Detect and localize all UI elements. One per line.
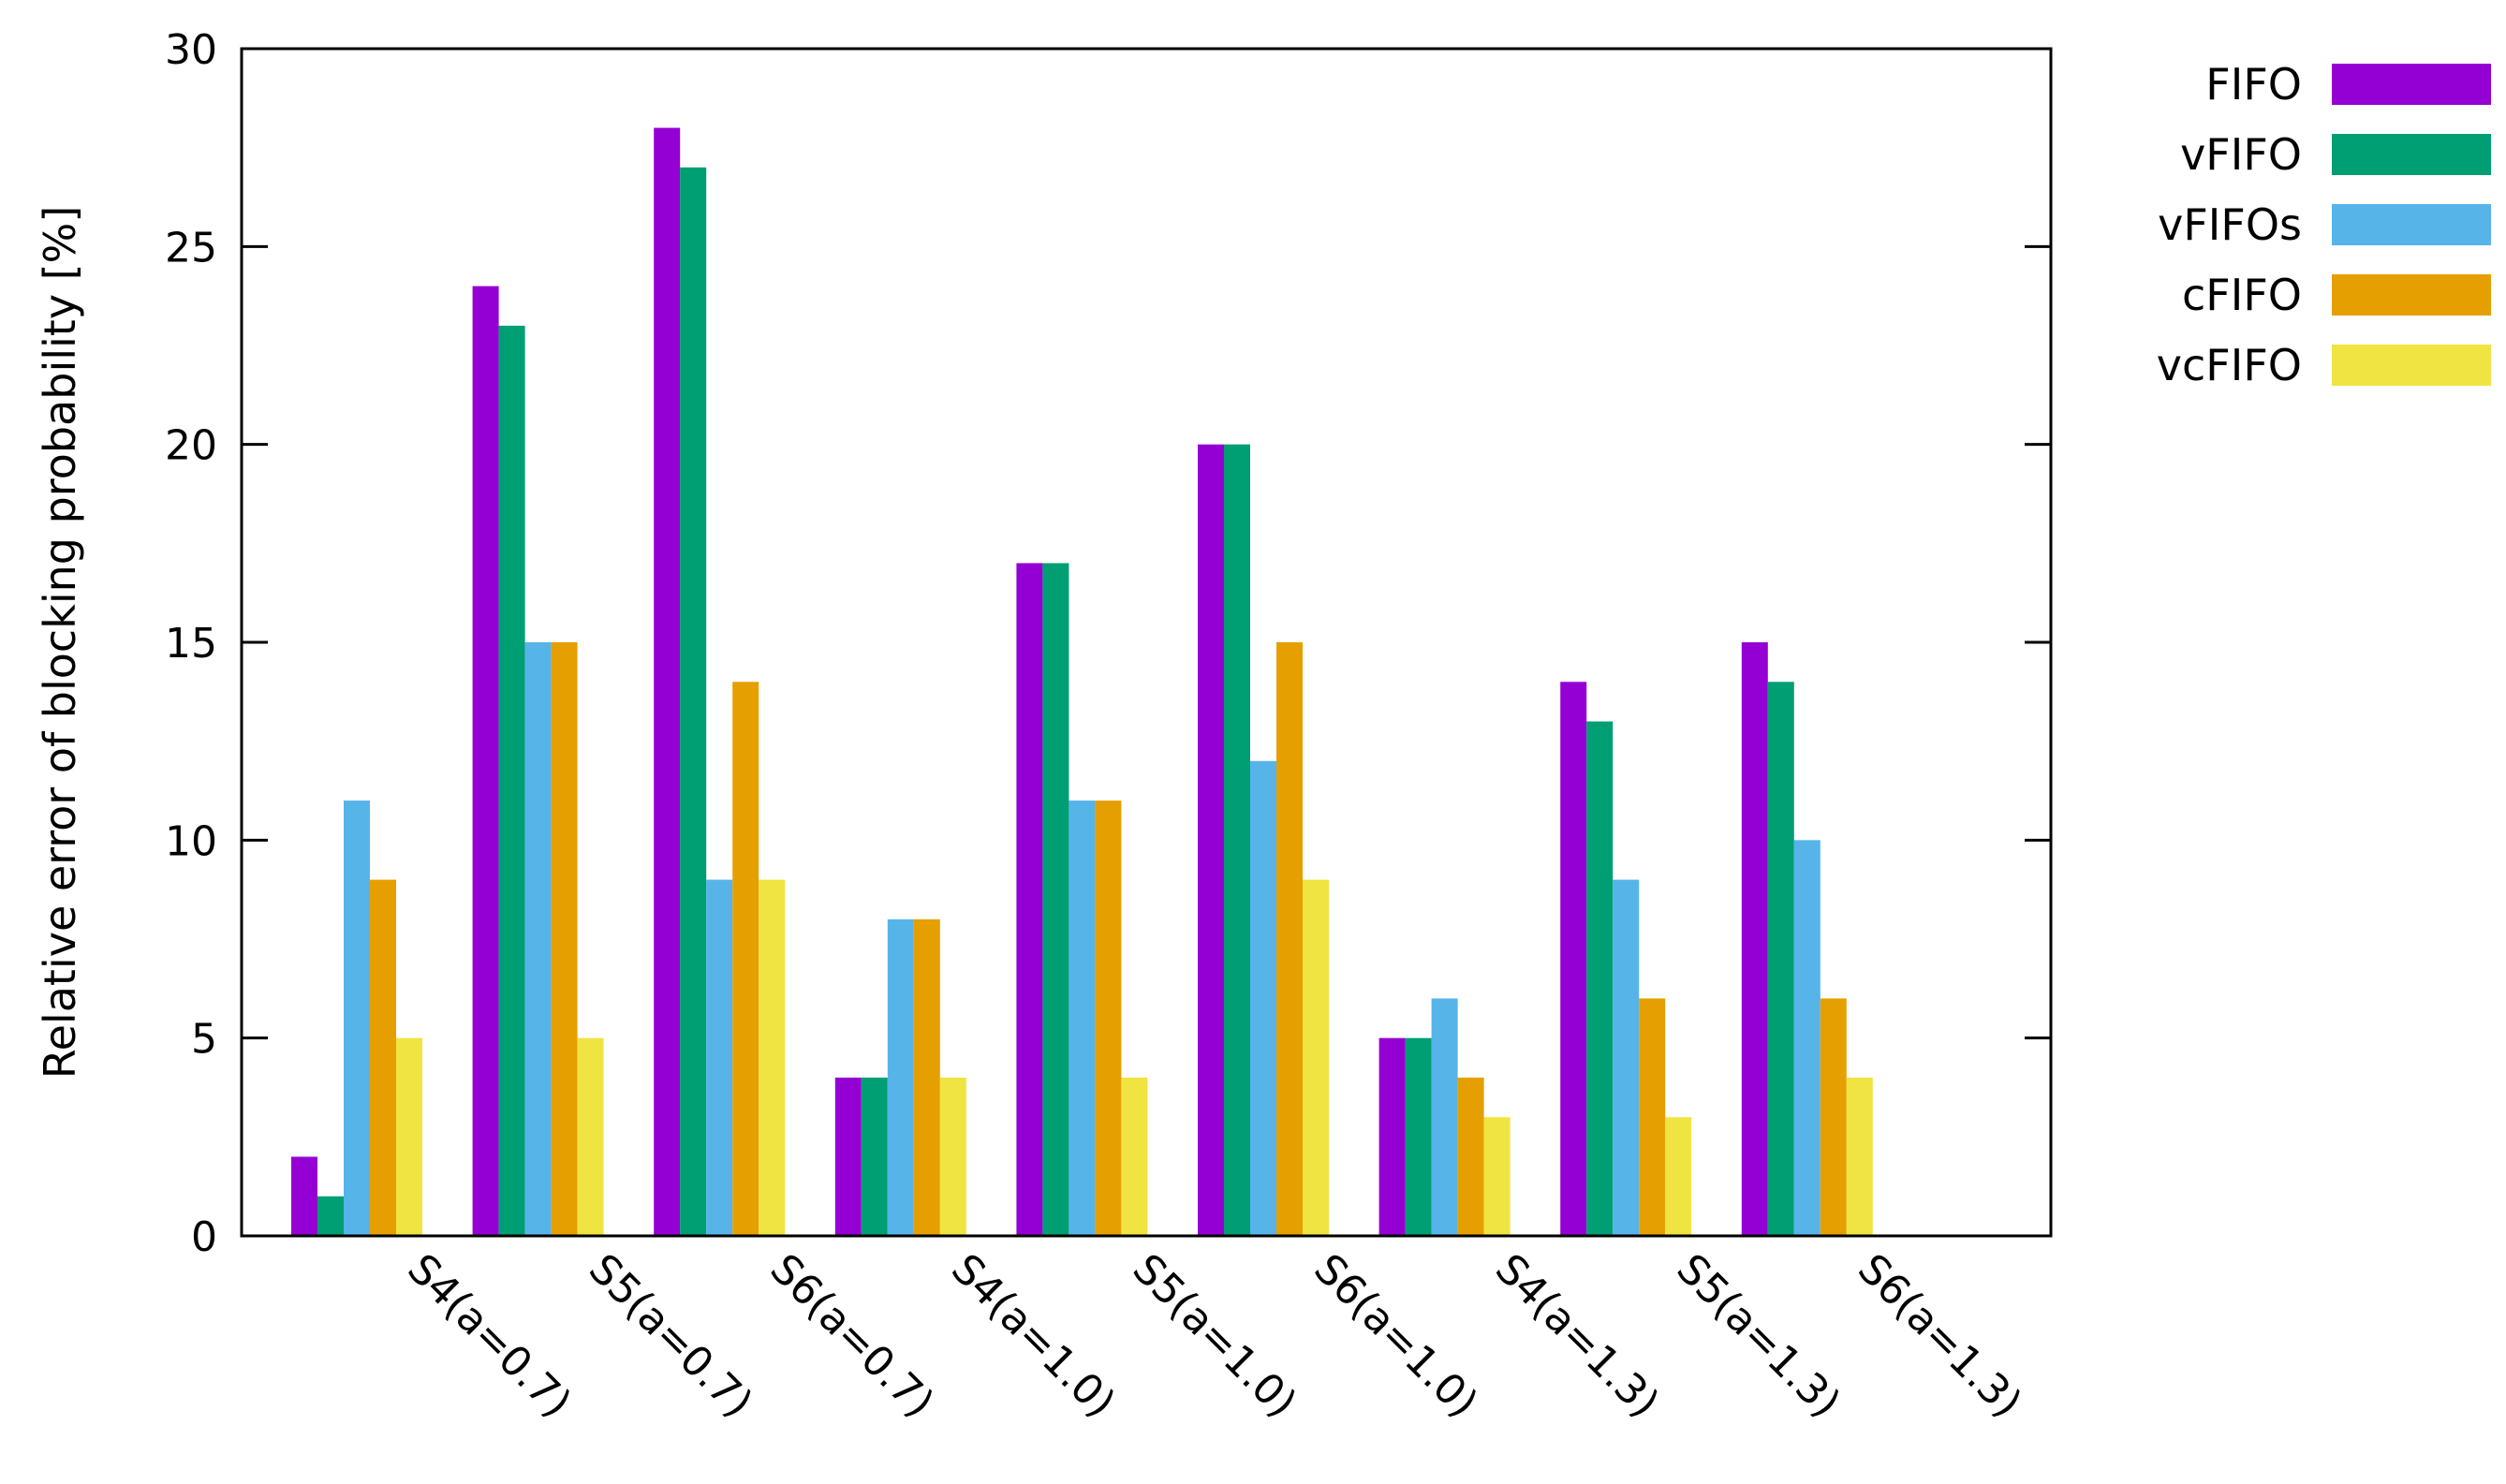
y-tick-label: 25 xyxy=(165,224,217,272)
bar-vfifos-6 xyxy=(1431,998,1458,1236)
y-axis-ticks: 0 5 10 15 20 25 30 xyxy=(165,26,2051,1261)
bar-cfifo-0 xyxy=(370,879,396,1236)
bar-cfifo-6 xyxy=(1457,1077,1484,1236)
bar-vfifos-4 xyxy=(1069,801,1096,1236)
x-axis-category-labels: S4(a=0.7) S5(a=0.7) S6(a=0.7) S4(a=1.0) S5(a… xyxy=(398,1245,2030,1427)
plot-frame xyxy=(240,47,2053,1238)
y-tick-label: 10 xyxy=(165,817,217,865)
bar-vfifos-8 xyxy=(1793,840,1821,1236)
bar-fifo-4 xyxy=(1016,563,1043,1236)
bar-vfifo-2 xyxy=(680,167,707,1236)
bar-cfifo-4 xyxy=(1095,801,1122,1236)
x-category-label: S6(a=1.3) xyxy=(1849,1245,2030,1427)
bar-cfifo-8 xyxy=(1820,998,1847,1236)
bar-vfifos-7 xyxy=(1613,879,1640,1236)
bar-cfifo-2 xyxy=(732,682,759,1236)
bar-fifo-8 xyxy=(1741,642,1768,1236)
x-category-label: S4(a=1.0) xyxy=(942,1245,1124,1427)
bar-fifo-2 xyxy=(654,127,681,1237)
y-tick-label: 15 xyxy=(165,620,217,668)
legend-swatch-cfifo xyxy=(2332,274,2491,316)
x-category-label: S6(a=0.7) xyxy=(760,1245,942,1427)
legend-label-vfifo: vFIFO xyxy=(2180,129,2302,180)
bar-vfifos-0 xyxy=(344,801,370,1236)
bar-fifo-7 xyxy=(1560,682,1587,1236)
legend-swatch-vfifo xyxy=(2332,134,2491,175)
y-axis-title: Relative error of blocking probability [… xyxy=(35,206,85,1080)
y-tick-label: 5 xyxy=(191,1016,217,1064)
bar-fifo-6 xyxy=(1378,1037,1406,1236)
bar-vfifos-5 xyxy=(1250,760,1276,1236)
bar-fifo-3 xyxy=(834,1077,862,1236)
x-category-label: S5(a=1.3) xyxy=(1667,1245,1849,1427)
legend-label-fifo: FIFO xyxy=(2205,59,2302,110)
bar-vfifo-8 xyxy=(1767,682,1794,1236)
bar-vcfifo-7 xyxy=(1665,1117,1692,1236)
bar-vcfifo-6 xyxy=(1483,1117,1511,1236)
bar-cfifo-1 xyxy=(551,642,578,1236)
bar-vfifo-0 xyxy=(317,1196,344,1236)
bar-vcfifo-2 xyxy=(759,879,786,1236)
bar-vfifos-2 xyxy=(706,879,733,1236)
legend-swatch-fifo xyxy=(2332,64,2491,105)
bar-vcfifo-3 xyxy=(939,1077,966,1236)
bar-vcfifo-4 xyxy=(1121,1077,1148,1236)
x-category-label: S5(a=1.0) xyxy=(1124,1245,1305,1427)
bar-fifo-1 xyxy=(472,286,499,1237)
x-category-label: S6(a=1.0) xyxy=(1305,1245,1486,1427)
legend: FIFO vFIFO vFIFOs cFIFO vcFIFO xyxy=(2157,59,2491,390)
x-category-label: S4(a=1.3) xyxy=(1486,1245,1668,1427)
bar-fifo-5 xyxy=(1198,444,1224,1237)
legend-label-vfifos: vFIFOs xyxy=(2158,199,2302,250)
legend-swatch-vcfifo xyxy=(2332,345,2491,386)
bar-vcfifo-8 xyxy=(1846,1077,1873,1236)
bar-vfifo-3 xyxy=(861,1077,888,1236)
bar-vfifo-7 xyxy=(1586,721,1614,1236)
bar-vcfifo-0 xyxy=(396,1037,422,1236)
legend-label-vcfifo: vcFIFO xyxy=(2157,340,2302,390)
bars-group xyxy=(291,127,1873,1237)
y-tick-label: 20 xyxy=(165,422,217,470)
y-tick-label: 0 xyxy=(191,1213,217,1261)
y-tick-label: 30 xyxy=(165,26,217,74)
legend-label-cfifo: cFIFO xyxy=(2182,270,2302,320)
bar-fifo-0 xyxy=(291,1156,317,1236)
bar-vfifos-3 xyxy=(887,918,914,1236)
bar-cfifo-3 xyxy=(913,918,940,1236)
bar-vfifos-1 xyxy=(524,642,552,1236)
bar-cfifo-5 xyxy=(1276,642,1303,1236)
bar-vfifo-6 xyxy=(1405,1037,1432,1236)
bar-vfifo-5 xyxy=(1224,444,1250,1237)
bar-vcfifo-5 xyxy=(1303,879,1329,1236)
bar-vcfifo-1 xyxy=(577,1037,604,1236)
bar-cfifo-7 xyxy=(1639,998,1666,1236)
bar-vfifo-4 xyxy=(1042,563,1069,1236)
legend-swatch-vfifos xyxy=(2332,204,2491,245)
x-category-label: S5(a=0.7) xyxy=(580,1245,761,1427)
x-category-label: S4(a=0.7) xyxy=(398,1245,580,1427)
bar-vfifo-1 xyxy=(498,325,525,1236)
